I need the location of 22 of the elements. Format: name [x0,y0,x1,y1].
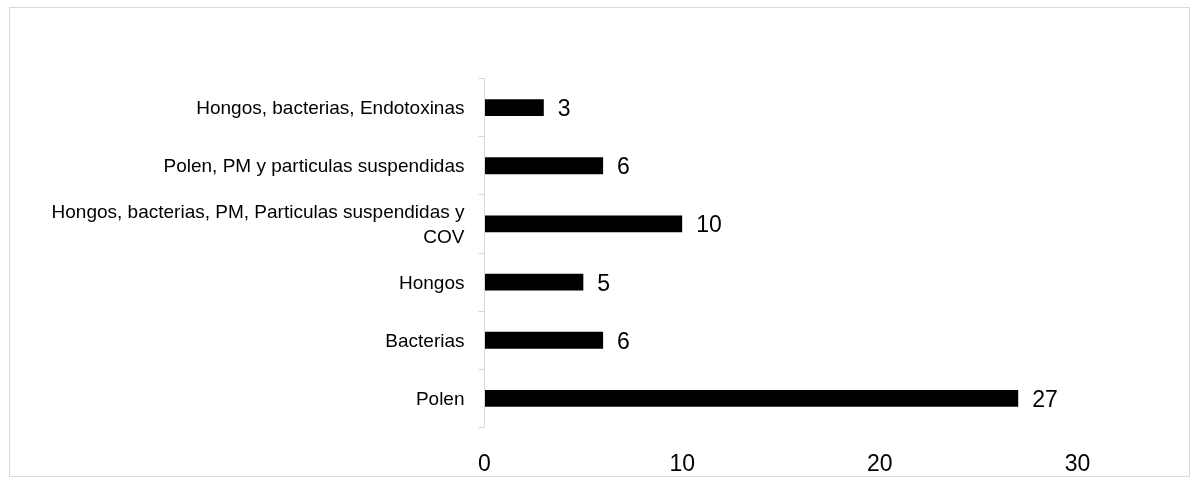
y-tick-label: Hongos [399,271,465,293]
bar [484,273,584,291]
x-tick-label: 10 [669,449,695,476]
bar [484,157,604,175]
bar [484,215,683,233]
data-label: 6 [617,327,630,354]
data-label: 27 [1032,385,1058,412]
y-tick-label: Polen [415,387,465,409]
data-label: 3 [557,95,571,122]
data-label: 6 [617,153,630,180]
y-tick-label: Polen, PM y particulas suspendidas [163,155,465,177]
x-tick-label: 0 [478,449,491,476]
bar [484,331,604,349]
y-tick-label: Hongos, bacterias, Endotoxinas [196,97,465,119]
data-label: 5 [597,269,611,296]
y-tick-label: Bacterias [385,329,465,351]
x-tick-label: 30 [1064,449,1091,476]
y-tick-label: Hongos, bacterias, PM, Particulas suspendidas y COV [51,200,465,248]
bar [484,99,544,117]
x-tick-label: 20 [867,449,893,476]
data-label: 10 [696,211,722,238]
bar [484,389,1019,407]
